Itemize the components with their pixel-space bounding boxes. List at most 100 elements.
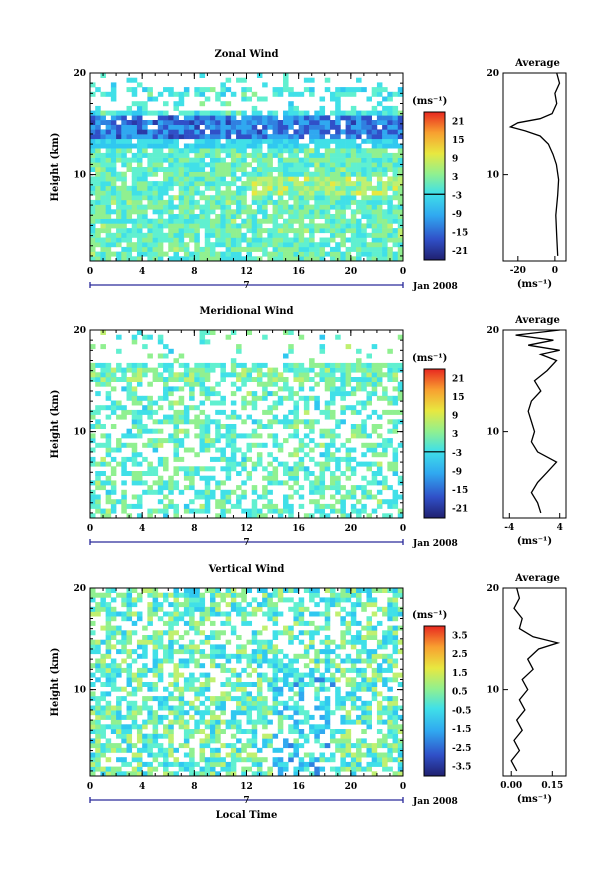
heatmap-cell <box>251 232 258 238</box>
heatmap-cell <box>142 214 148 219</box>
heatmap-cell <box>204 494 211 500</box>
heatmap-cell <box>387 228 393 234</box>
heatmap-cell <box>324 719 331 725</box>
heatmap-cell <box>209 185 216 191</box>
heatmap-cell <box>382 438 388 444</box>
heatmap-cell <box>110 386 117 392</box>
heatmap-cell <box>225 242 232 248</box>
heatmap-cell <box>194 120 200 125</box>
heatmap-cell <box>173 649 179 655</box>
heatmap-cell <box>199 381 206 387</box>
heatmap-cell <box>105 232 112 238</box>
heatmap-cell <box>361 682 367 687</box>
heatmap-cell <box>209 710 216 716</box>
heatmap-cell <box>319 204 326 210</box>
heatmap-cell <box>225 752 232 758</box>
heatmap-cell <box>382 452 388 458</box>
heatmap-cell <box>173 663 179 669</box>
heatmap-cell <box>387 466 393 472</box>
heatmap-cell <box>110 480 117 486</box>
heatmap-cell <box>272 644 279 650</box>
heatmap-cell <box>329 214 336 219</box>
heatmap-cell <box>350 620 357 626</box>
heatmap-cell <box>329 91 336 97</box>
heatmap-cell <box>126 110 133 116</box>
heatmap-cell <box>324 705 331 711</box>
heatmap-cell <box>163 630 169 636</box>
heatmap-cell <box>267 391 273 397</box>
heatmap-cell <box>350 752 357 758</box>
heatmap-cell <box>329 400 336 406</box>
heatmap-cell <box>105 475 112 481</box>
heatmap-cell <box>371 471 378 476</box>
heatmap-cell <box>220 190 226 196</box>
heatmap-cell <box>225 181 232 187</box>
heatmap-cell <box>350 663 357 669</box>
heatmap-cell <box>189 367 195 373</box>
heatmap-cell <box>361 433 367 439</box>
heatmap-cell <box>319 485 326 491</box>
heatmap-cell <box>95 377 101 382</box>
heatmap-cell <box>131 724 138 730</box>
heatmap-cell <box>340 214 346 219</box>
heatmap-cell <box>335 705 341 711</box>
heatmap-cell <box>272 480 279 486</box>
heatmap-cell <box>220 176 226 182</box>
heatmap-cell <box>136 475 143 481</box>
heatmap-cell <box>126 367 133 373</box>
heatmap-cell <box>189 405 195 411</box>
heatmap-cell <box>392 743 399 749</box>
heatmap-cell <box>340 162 346 168</box>
heatmap-cell <box>90 456 96 462</box>
heatmap-cell <box>392 256 399 261</box>
heatmap-cell <box>397 334 403 340</box>
heatmap-cell <box>382 485 388 491</box>
heatmap-cell <box>204 710 211 716</box>
heatmap-cell <box>142 134 148 140</box>
heatmap-cell <box>199 134 206 140</box>
heatmap-cell <box>152 630 159 636</box>
heatmap-cell <box>361 766 367 772</box>
heatmap-cell <box>110 120 117 125</box>
heatmap-cell <box>298 456 305 462</box>
heatmap-cell <box>356 743 362 749</box>
heatmap-cell <box>288 348 294 354</box>
heatmap-cell <box>136 686 143 692</box>
heatmap-cell <box>345 719 352 725</box>
heatmap-cell <box>272 757 279 763</box>
heatmap-cell <box>267 475 273 481</box>
heatmap-cell <box>105 588 112 593</box>
heatmap-cell <box>256 209 263 215</box>
heatmap-cell <box>293 138 299 144</box>
heatmap-cell <box>251 195 258 201</box>
heatmap-cell <box>199 362 206 368</box>
heatmap-cell <box>204 152 211 158</box>
heatmap-cell <box>366 181 372 187</box>
heatmap-cell <box>298 148 305 154</box>
heatmap-cell <box>329 372 336 378</box>
heatmap-cell <box>371 602 378 608</box>
heatmap-cell <box>194 719 200 725</box>
heatmap-cell <box>272 682 279 687</box>
heatmap-cell <box>303 752 310 758</box>
heatmap-cell <box>110 223 117 229</box>
heatmap-cell <box>90 138 96 144</box>
heatmap-cell <box>157 616 164 622</box>
heatmap-cell <box>230 602 237 608</box>
heatmap-cell <box>366 602 372 608</box>
heatmap-cell <box>236 204 242 210</box>
heatmap-cell <box>173 597 179 603</box>
heatmap-cell <box>105 129 112 135</box>
heatmap-cell <box>147 167 153 172</box>
heatmap-cell <box>215 705 221 711</box>
heatmap-cell <box>152 743 159 749</box>
heatmap-cell <box>241 195 247 201</box>
heatmap-cell <box>199 503 206 509</box>
heatmap-cell <box>225 616 232 622</box>
heatmap-cell <box>209 223 216 229</box>
x-tick-label: 20 <box>345 267 358 277</box>
heatmap-cell <box>121 176 127 182</box>
heatmap-cell <box>277 611 284 617</box>
heatmap-cell <box>324 644 331 650</box>
heatmap-cell <box>157 204 164 210</box>
